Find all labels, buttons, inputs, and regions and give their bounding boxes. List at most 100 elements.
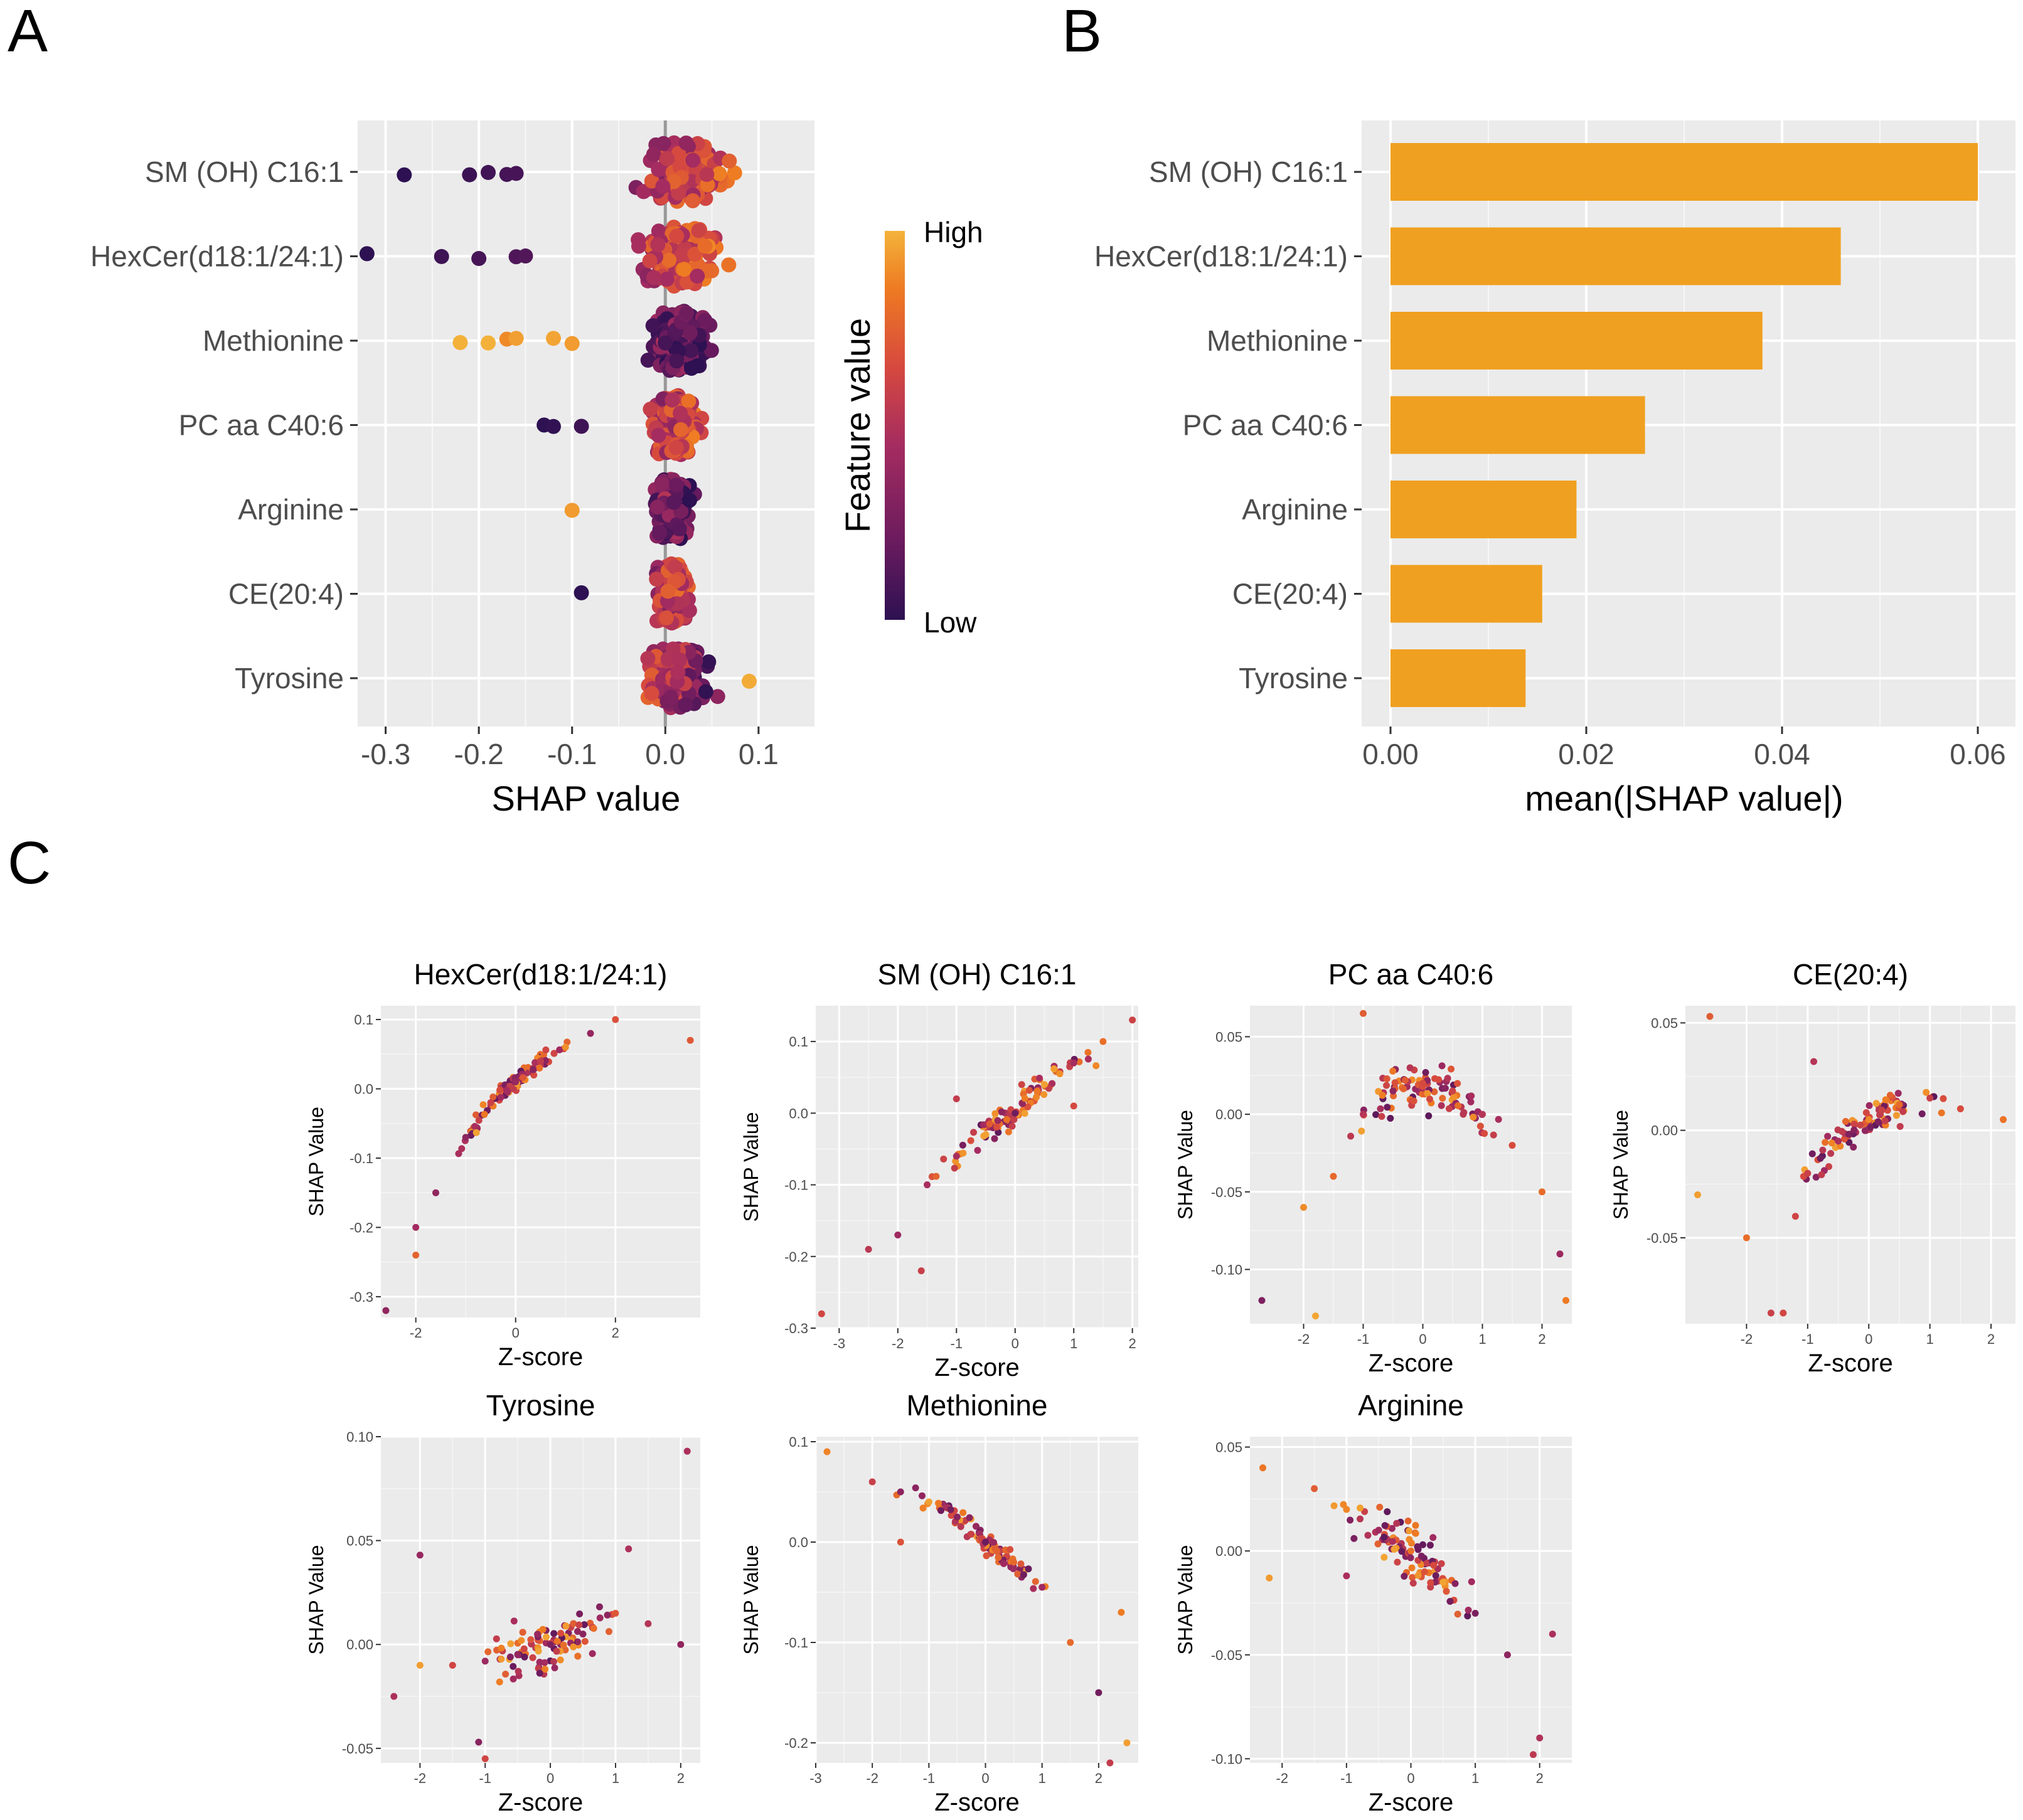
scatter-point xyxy=(455,1150,462,1157)
scatter-point xyxy=(1018,1081,1025,1088)
scatter-point xyxy=(1340,1501,1347,1508)
y-axis-title: SHAP Value xyxy=(305,1545,328,1655)
x-tick-label: 0 xyxy=(512,1325,520,1341)
scatter-point xyxy=(1838,1127,1845,1135)
scatter-point xyxy=(496,1087,504,1094)
swarm-point xyxy=(668,440,684,455)
subplot-title: HexCer(d18:1/24:1) xyxy=(414,958,668,991)
scatter-point xyxy=(1899,1108,1907,1115)
scatter-point xyxy=(1389,1067,1397,1075)
scatter-point xyxy=(1850,1143,1857,1151)
y-tick-label: 0.05 xyxy=(346,1533,373,1549)
scatter-point xyxy=(1780,1309,1787,1317)
subplot-title: Methionine xyxy=(906,1389,1047,1422)
bar xyxy=(1390,649,1526,707)
scatter-point xyxy=(1084,1048,1092,1056)
bar xyxy=(1390,481,1577,538)
scatter-point xyxy=(498,1655,505,1663)
swarm-point xyxy=(642,253,658,269)
scatter-point xyxy=(1040,1091,1048,1099)
swarm-point xyxy=(671,146,686,161)
scatter-point xyxy=(1938,1109,1945,1117)
scatter-point xyxy=(574,1627,581,1635)
x-tick-label: 0 xyxy=(1865,1331,1872,1347)
swarm-point xyxy=(698,684,713,700)
swarm-point xyxy=(640,353,656,368)
scatter-point xyxy=(1033,1094,1040,1101)
y-tick-label: -0.2 xyxy=(784,1735,808,1751)
scatter-point xyxy=(1014,1570,1022,1578)
scatter-point xyxy=(556,1046,563,1053)
subplot-title: CE(20:4) xyxy=(1793,958,1908,991)
scatter-point xyxy=(547,1641,554,1648)
scatter-point xyxy=(507,1640,515,1647)
x-axis-title: Z-score xyxy=(1369,1349,1454,1377)
scatter-point xyxy=(587,1030,594,1037)
scatter-point xyxy=(951,1164,958,1172)
subplot-title: PC aa C40:6 xyxy=(1328,958,1493,991)
y-tick-label: 0.05 xyxy=(1215,1029,1242,1045)
scatter-point xyxy=(1388,1525,1396,1532)
legend-gradient-bar xyxy=(885,231,905,620)
scatter-point xyxy=(1460,1110,1467,1118)
swarm-point xyxy=(660,583,676,599)
scatter-point xyxy=(412,1223,420,1231)
scatter-point xyxy=(562,1043,569,1051)
scatter-point xyxy=(974,1147,981,1154)
scatter-point xyxy=(1445,1105,1453,1112)
scatter-point xyxy=(1470,1114,1477,1121)
scatter-point xyxy=(1008,1122,1016,1130)
y-tick-label: 0.00 xyxy=(1651,1123,1678,1139)
scatter-point xyxy=(1439,1095,1446,1102)
scatter-point xyxy=(959,1149,967,1157)
scatter-point xyxy=(683,1447,691,1455)
scatter-point xyxy=(1407,1554,1414,1562)
scatter-point xyxy=(1381,1522,1389,1530)
y-tick-label: 0.0 xyxy=(789,1105,808,1121)
y-tick-label: 0.0 xyxy=(789,1535,808,1550)
scatter-point xyxy=(865,1245,872,1253)
swarm-point xyxy=(669,353,685,369)
scatter-point xyxy=(1827,1150,1835,1157)
scatter-point xyxy=(1390,1546,1398,1553)
scatter-point xyxy=(481,1755,489,1762)
swarm-point-outlier xyxy=(574,585,589,600)
swarm-point xyxy=(701,654,717,669)
scatter-point xyxy=(497,1094,504,1101)
scatter-point xyxy=(968,1530,975,1538)
scatter-point xyxy=(1861,1127,1869,1134)
scatter-point xyxy=(995,1554,1002,1562)
legend-title: Feature value xyxy=(838,318,877,533)
scatter-point xyxy=(1401,1572,1408,1580)
scatter-point xyxy=(1050,1065,1058,1073)
x-tick-label: -0.3 xyxy=(361,738,410,770)
scatter-point xyxy=(612,1610,619,1617)
y-tick-label: SM (OH) C16:1 xyxy=(1149,156,1348,188)
swarm-point xyxy=(654,476,670,492)
scatter-point xyxy=(551,1664,558,1671)
y-tick-label: HexCer(d18:1/24:1) xyxy=(1094,240,1348,273)
scatter-point xyxy=(925,1498,932,1506)
y-axis-title: SHAP Value xyxy=(1174,1545,1197,1655)
swarm-point xyxy=(649,572,665,587)
scatter-point xyxy=(1357,1504,1364,1512)
x-axis-title: Z-score xyxy=(1369,1789,1454,1816)
swarm-point-outlier xyxy=(564,503,580,518)
scatter-point xyxy=(1874,1118,1882,1126)
scatter-point xyxy=(986,1120,993,1128)
scatter-point xyxy=(2000,1116,2007,1124)
scatter-point xyxy=(1882,1096,1889,1104)
y-tick-label: -0.05 xyxy=(1211,1184,1242,1200)
scatter-point xyxy=(1300,1204,1307,1211)
scatter-point xyxy=(537,1057,544,1065)
scatter-point xyxy=(515,1668,522,1675)
scatter-point xyxy=(521,1653,528,1661)
scatter-point xyxy=(1432,1572,1439,1579)
scatter-point xyxy=(1865,1116,1872,1124)
swarm-point xyxy=(690,269,705,284)
swarm-point xyxy=(703,343,719,358)
swarm-point-outlier xyxy=(462,167,478,183)
dependence-plot-c3: -2 -1 0 1 2 -0.10 -0.05 0.00 0.05 PC aa C40:6 Z-sc… xyxy=(1174,958,1572,1377)
scatter-point xyxy=(1881,1117,1889,1125)
scatter-point xyxy=(1398,1548,1406,1555)
